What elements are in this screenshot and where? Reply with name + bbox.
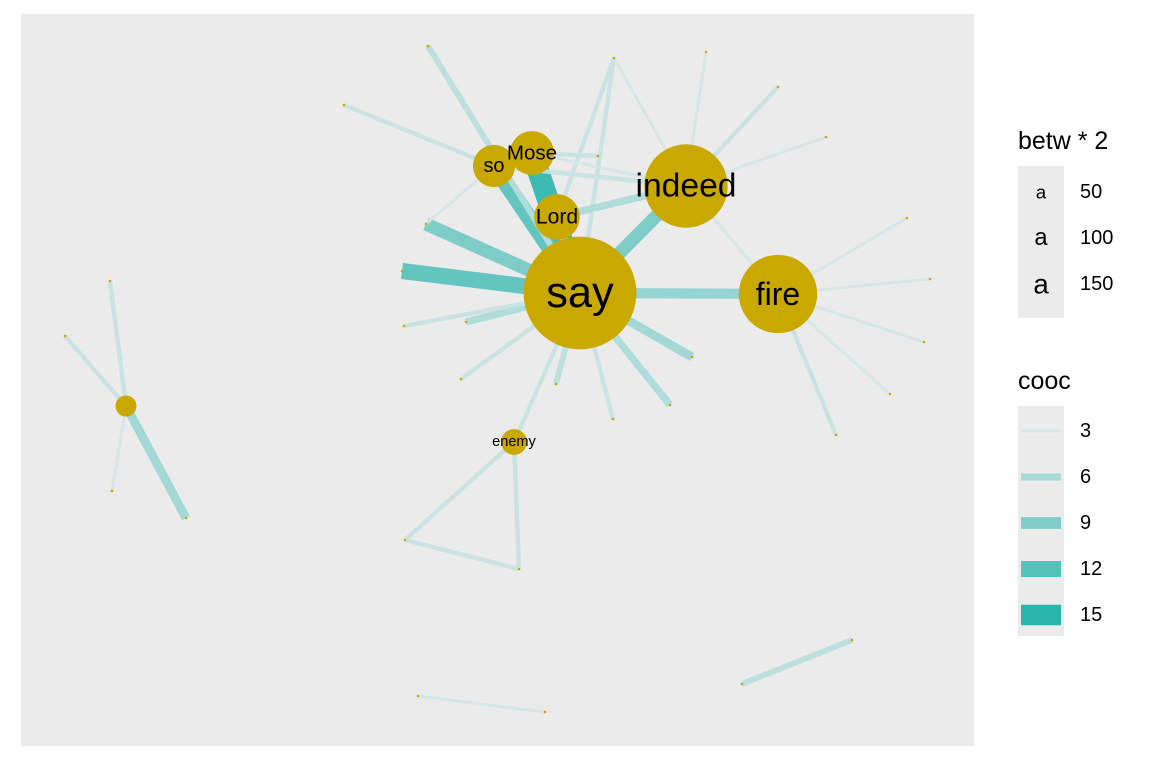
node-n8 xyxy=(424,222,428,226)
node-n7 xyxy=(596,154,600,158)
node-n29 xyxy=(850,638,854,642)
node-n23 xyxy=(517,567,521,571)
legend-betweenness: betw * 2 a 50 a 100 a 150 xyxy=(1018,127,1113,318)
node-label-indeed: indeed xyxy=(636,168,737,205)
node-so xyxy=(472,144,516,188)
node-n10 xyxy=(402,324,406,328)
node-n18 xyxy=(928,277,932,281)
edge-enemy-n23 xyxy=(511,441,522,570)
node-enemy xyxy=(501,429,527,455)
plot-panel xyxy=(21,14,974,746)
node-n3 xyxy=(612,56,616,60)
node-n2 xyxy=(342,103,346,107)
legend-betw-label-50: 50 xyxy=(1080,181,1102,203)
node-say xyxy=(523,236,637,350)
node-n12 xyxy=(459,377,463,381)
node-n1 xyxy=(426,44,430,48)
legend-cooc-label-6: 6 xyxy=(1080,466,1091,488)
node-n25 xyxy=(63,334,67,338)
node-n21 xyxy=(834,433,838,437)
node-layer xyxy=(63,44,932,714)
node-n20 xyxy=(888,392,892,396)
node-n14 xyxy=(611,417,615,421)
edge-hub2-n27 xyxy=(122,403,190,521)
legend-cooc-title: cooc xyxy=(1018,367,1071,395)
edge-n28-n29 xyxy=(740,637,854,687)
node-n16 xyxy=(690,355,694,359)
node-label-say: say xyxy=(546,269,614,317)
node-label-so: so xyxy=(483,155,504,177)
legend-betw-glyph-50: a xyxy=(1036,182,1047,203)
edge-enemy-n22 xyxy=(403,440,516,542)
node-n13 xyxy=(554,382,558,386)
node-n22 xyxy=(403,538,407,542)
node-n4 xyxy=(704,50,708,54)
node-n5 xyxy=(776,85,780,89)
node-n28 xyxy=(740,682,744,686)
legend-betw-key-bg xyxy=(1018,166,1064,318)
node-label-Mose: Mose xyxy=(507,142,557,165)
node-Mose xyxy=(510,131,554,175)
node-label-fire: fire xyxy=(756,276,800,312)
node-n31 xyxy=(543,710,547,714)
node-n26 xyxy=(110,489,114,493)
legend-cooc: cooc 3 6 9 12 15 xyxy=(1018,367,1102,636)
node-n30 xyxy=(416,694,420,698)
edge-Lord-n3 xyxy=(554,57,617,218)
edge-n30-n31 xyxy=(417,694,546,714)
node-n9 xyxy=(400,269,404,273)
edge-n22-n23 xyxy=(404,537,520,572)
legend-cooc-label-12: 12 xyxy=(1080,558,1102,580)
node-label-Lord: Lord xyxy=(536,206,578,229)
legend-betw-title: betw * 2 xyxy=(1018,127,1108,155)
edge-hub2-n25 xyxy=(63,334,128,408)
node-n11 xyxy=(464,320,468,324)
legend-betw-glyph-150: a xyxy=(1033,269,1049,300)
node-n27 xyxy=(184,516,188,520)
node-fire xyxy=(738,254,818,334)
edge-so-n2 xyxy=(343,102,495,169)
node-hub2 xyxy=(115,395,137,417)
node-Lord xyxy=(534,194,580,240)
node-n15 xyxy=(668,403,672,407)
legend-betw-label-100: 100 xyxy=(1080,227,1113,249)
legend-cooc-label-3: 3 xyxy=(1080,420,1091,442)
legend-cooc-label-9: 9 xyxy=(1080,512,1091,534)
legend-betw-glyph-100: a xyxy=(1034,225,1048,251)
node-n24 xyxy=(108,279,112,283)
edge-hub2-n26 xyxy=(110,405,128,492)
node-n17 xyxy=(905,216,909,220)
edge-hub2-n24 xyxy=(107,280,129,407)
node-indeed xyxy=(644,144,728,228)
node-label-enemy: enemy xyxy=(492,434,536,450)
node-n6 xyxy=(824,135,828,139)
node-n19 xyxy=(922,340,926,344)
legend-betw-label-150: 150 xyxy=(1080,273,1113,295)
legend-cooc-label-15: 15 xyxy=(1080,604,1102,626)
